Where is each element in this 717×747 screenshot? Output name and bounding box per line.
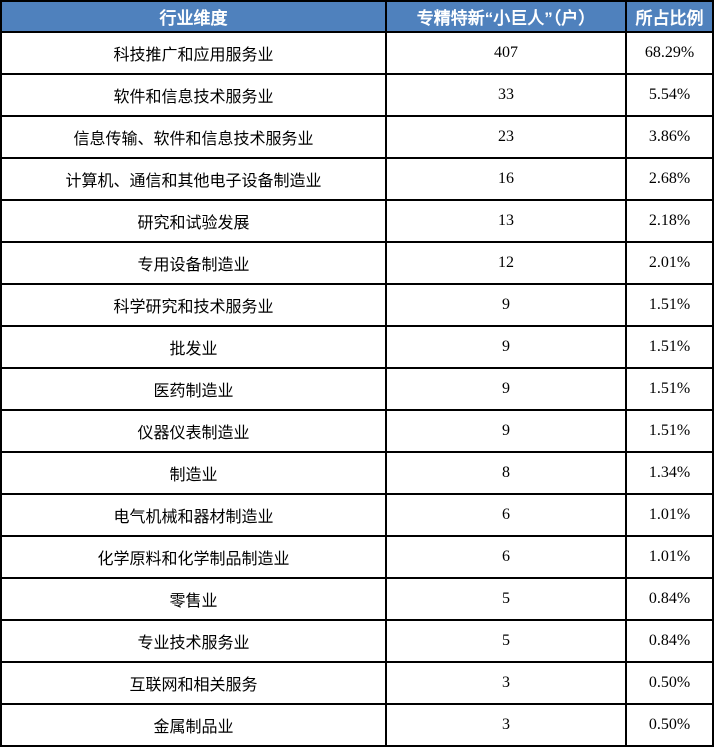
header-cell-industry: 行业维度 (0, 0, 387, 33)
industry-cell: 互联网和相关服务 (0, 661, 387, 705)
count-cell: 9 (385, 283, 627, 327)
count-cell: 6 (385, 493, 627, 537)
share-cell: 0.84% (625, 619, 714, 663)
count-cell: 23 (385, 115, 627, 159)
table-row: 科技推广和应用服务业 407 68.29% (0, 31, 714, 75)
table-row: 互联网和相关服务 3 0.50% (0, 661, 714, 705)
count-cell: 3 (385, 703, 627, 747)
table-row: 金属制品业 3 0.50% (0, 703, 714, 747)
table-row: 医药制造业 9 1.51% (0, 367, 714, 411)
table-row: 化学原料和化学制品制造业 6 1.01% (0, 535, 714, 579)
table-row: 科学研究和技术服务业 9 1.51% (0, 283, 714, 327)
header-cell-count: 专精特新“小巨人”（户） (385, 0, 627, 33)
share-cell: 0.84% (625, 577, 714, 621)
share-cell: 5.54% (625, 73, 714, 117)
table-body: 科技推广和应用服务业 407 68.29% 软件和信息技术服务业 33 5.54% 信息传输… (0, 31, 714, 747)
table-row: 信息传输、软件和信息技术服务业 23 3.86% (0, 115, 714, 159)
industry-cell: 研究和试验发展 (0, 199, 387, 243)
share-cell: 0.50% (625, 661, 714, 705)
share-cell: 0.50% (625, 703, 714, 747)
industry-cell: 批发业 (0, 325, 387, 369)
table-row: 专业技术服务业 5 0.84% (0, 619, 714, 663)
table-row: 专用设备制造业 12 2.01% (0, 241, 714, 285)
share-cell: 2.18% (625, 199, 714, 243)
share-cell: 2.01% (625, 241, 714, 285)
industry-cell: 软件和信息技术服务业 (0, 73, 387, 117)
count-cell: 6 (385, 535, 627, 579)
count-cell: 8 (385, 451, 627, 495)
share-cell: 1.51% (625, 283, 714, 327)
industry-cell: 计算机、通信和其他电子设备制造业 (0, 157, 387, 201)
count-cell: 9 (385, 367, 627, 411)
share-cell: 1.01% (625, 535, 714, 579)
industry-cell: 信息传输、软件和信息技术服务业 (0, 115, 387, 159)
count-cell: 12 (385, 241, 627, 285)
table-row: 零售业 5 0.84% (0, 577, 714, 621)
header-cell-share: 所占比例 (625, 0, 714, 33)
table-row: 计算机、通信和其他电子设备制造业 16 2.68% (0, 157, 714, 201)
share-cell: 2.68% (625, 157, 714, 201)
industry-cell: 医药制造业 (0, 367, 387, 411)
header-row: 行业维度 专精特新“小巨人”（户） 所占比例 (0, 0, 714, 33)
share-cell: 3.86% (625, 115, 714, 159)
count-cell: 5 (385, 577, 627, 621)
table-row: 电气机械和器材制造业 6 1.01% (0, 493, 714, 537)
count-cell: 33 (385, 73, 627, 117)
industry-cell: 专用设备制造业 (0, 241, 387, 285)
share-cell: 1.34% (625, 451, 714, 495)
table-row: 制造业 8 1.34% (0, 451, 714, 495)
share-cell: 1.51% (625, 367, 714, 411)
industry-cell: 化学原料和化学制品制造业 (0, 535, 387, 579)
count-cell: 13 (385, 199, 627, 243)
count-cell: 3 (385, 661, 627, 705)
industry-cell: 科学研究和技术服务业 (0, 283, 387, 327)
industry-cell: 电气机械和器材制造业 (0, 493, 387, 537)
count-cell: 407 (385, 31, 627, 75)
table-row: 研究和试验发展 13 2.18% (0, 199, 714, 243)
table-row: 软件和信息技术服务业 33 5.54% (0, 73, 714, 117)
count-cell: 9 (385, 325, 627, 369)
share-cell: 1.51% (625, 325, 714, 369)
share-cell: 68.29% (625, 31, 714, 75)
count-cell: 5 (385, 619, 627, 663)
share-cell: 1.01% (625, 493, 714, 537)
industry-cell: 科技推广和应用服务业 (0, 31, 387, 75)
industry-cell: 零售业 (0, 577, 387, 621)
table-row: 仪器仪表制造业 9 1.51% (0, 409, 714, 453)
count-cell: 9 (385, 409, 627, 453)
industry-cell: 仪器仪表制造业 (0, 409, 387, 453)
count-cell: 16 (385, 157, 627, 201)
share-cell: 1.51% (625, 409, 714, 453)
table-row: 批发业 9 1.51% (0, 325, 714, 369)
industry-cell: 制造业 (0, 451, 387, 495)
industry-cell: 专业技术服务业 (0, 619, 387, 663)
industry-cell: 金属制品业 (0, 703, 387, 747)
